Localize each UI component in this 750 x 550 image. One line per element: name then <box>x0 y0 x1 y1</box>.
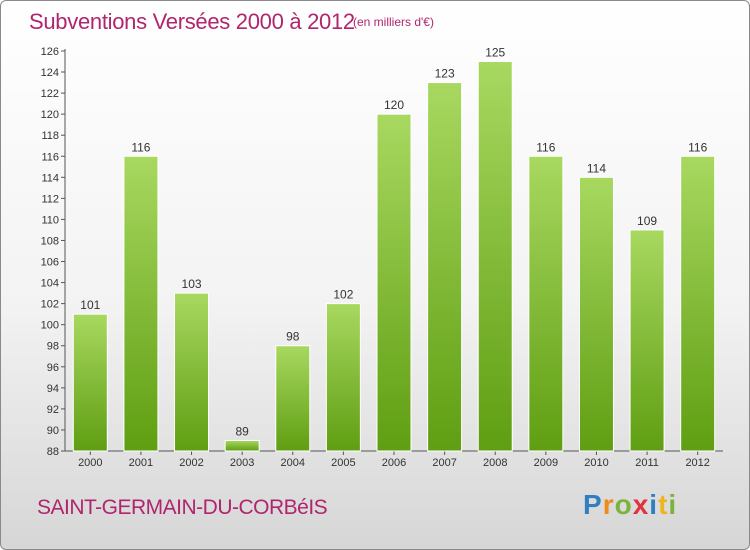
bar-2004 <box>275 345 311 452</box>
y-tick-label: 94 <box>47 383 59 395</box>
x-tick-label: 2005 <box>331 457 355 469</box>
y-tick-label: 126 <box>41 46 59 58</box>
y-tick-label: 106 <box>41 257 59 269</box>
data-label: 102 <box>333 288 353 302</box>
x-axis: 2000 2001 2002 2003 2004 2005 2006 2007 2008 2009… <box>65 450 723 469</box>
y-tick-label: 114 <box>41 172 59 184</box>
x-tick-label: 2011 <box>635 457 659 469</box>
data-label: 109 <box>637 214 657 228</box>
data-label: 114 <box>587 161 606 175</box>
bar-2005 <box>325 303 361 452</box>
bar-2001 <box>123 155 159 452</box>
bar-2010 <box>578 176 614 452</box>
bar-2003 <box>224 439 260 452</box>
x-tick-label: 2009 <box>534 457 558 469</box>
logo-letter: x <box>632 489 650 520</box>
bars: 101 116 103 89 98 102 120 123 125 116 114 109 116 <box>72 46 716 452</box>
x-tick-label: 2004 <box>281 457 305 469</box>
chart-title: Subventions Versées 2000 à 2012 <box>29 9 355 34</box>
data-label: 120 <box>384 98 404 112</box>
bar-2000 <box>72 313 108 452</box>
bar-2008 <box>477 61 513 452</box>
x-tick-label: 2000 <box>78 457 102 469</box>
logo-letter: P <box>583 489 603 520</box>
y-tick-label: 104 <box>41 278 59 290</box>
data-label: 123 <box>435 67 455 81</box>
data-label: 89 <box>235 424 249 438</box>
x-tick-label: 2001 <box>129 457 153 469</box>
bar-2009 <box>528 155 564 452</box>
data-label: 116 <box>131 140 150 154</box>
data-label: 125 <box>485 46 505 60</box>
y-tick-label: 120 <box>41 109 59 121</box>
x-tick-label: 2006 <box>382 457 406 469</box>
x-tick-label: 2002 <box>179 457 203 469</box>
y-tick-label: 96 <box>47 362 59 374</box>
commune-name: SAINT-GERMAIN-DU-CORBéIS <box>37 496 328 519</box>
data-label: 98 <box>286 330 300 344</box>
bar-2007 <box>427 82 463 452</box>
y-tick-label: 122 <box>41 88 59 100</box>
logo-letter: o <box>614 489 633 520</box>
y-tick-label: 108 <box>41 235 59 247</box>
y-tick-label: 88 <box>47 446 59 458</box>
proxiti-logo: Proxiti <box>583 489 677 521</box>
bar-2002 <box>174 292 210 452</box>
logo-letter: r <box>602 489 615 520</box>
logo-letter: i <box>668 489 678 520</box>
bar-2011 <box>629 229 665 452</box>
y-tick-label: 100 <box>41 320 59 332</box>
data-label: 101 <box>80 298 100 312</box>
x-tick-label: 2007 <box>432 457 456 469</box>
y-tick-label: 116 <box>41 151 59 163</box>
unit-note: (en milliers d'€) <box>353 15 434 29</box>
y-tick-label: 118 <box>41 130 59 142</box>
y-tick-label: 90 <box>47 425 59 437</box>
y-tick-label: 98 <box>47 341 59 353</box>
x-tick-label: 2010 <box>584 457 608 469</box>
logo-letter: t <box>658 489 669 520</box>
x-tick-label: 2008 <box>483 457 507 469</box>
x-tick-label: 2003 <box>230 457 254 469</box>
data-label: 116 <box>688 140 707 154</box>
y-tick-label: 112 <box>41 193 59 205</box>
data-label: 103 <box>182 277 202 291</box>
y-tick-label: 102 <box>41 299 59 311</box>
x-tick-label: 2012 <box>685 457 709 469</box>
data-label: 116 <box>536 140 555 154</box>
bar-2006 <box>376 113 412 452</box>
logo-letter: i <box>649 489 659 520</box>
bar-2012 <box>680 155 716 452</box>
y-tick-label: 110 <box>41 214 59 226</box>
y-tick-label: 124 <box>41 67 59 79</box>
y-tick-label: 92 <box>47 404 59 416</box>
y-axis: 88 90 92 94 96 98 100 102 104 106 108 110 112 114 116 1… <box>41 46 66 458</box>
